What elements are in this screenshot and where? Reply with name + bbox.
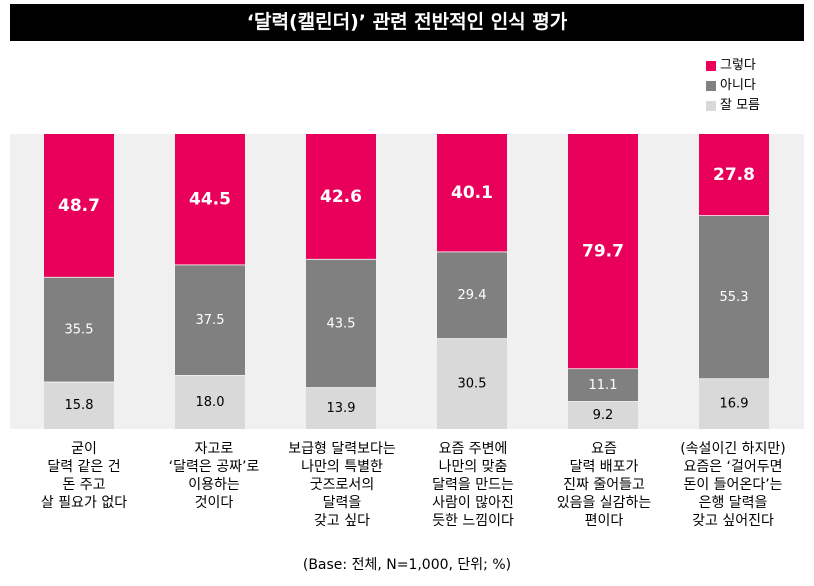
data-label-yes-2: 44.5	[189, 190, 231, 210]
category-label-1: 굳이 달력 같은 건 돈 주고 살 필요가 없다	[40, 441, 128, 511]
bar-segment-yes-4	[437, 134, 507, 253]
bar-segment-yes-1	[44, 134, 114, 278]
data-label-unknown-6: 16.9	[720, 397, 749, 412]
data-label-unknown-1: 15.8	[65, 398, 94, 413]
data-label-no-3: 43.5	[327, 316, 356, 331]
footnote: (Base: 전체, N=1,000, 단위; %)	[302, 557, 512, 573]
data-label-yes-5: 79.7	[582, 242, 624, 262]
category-label-5: 요즘 달력 배포가 진짜 줄어들고 있음을 실감하는 편이다	[556, 441, 652, 529]
bar-segment-no-5	[568, 369, 638, 402]
bar-segment-yes-3	[306, 134, 376, 260]
bar-segment-no-1	[44, 277, 114, 383]
data-label-unknown-5: 9.2	[593, 408, 614, 423]
data-label-yes-3: 42.6	[320, 187, 362, 207]
bar-segment-yes-2	[175, 134, 245, 266]
plot-background	[10, 134, 804, 429]
legend-swatch-unknown	[706, 101, 716, 111]
bar-segment-no-4	[437, 252, 507, 340]
bar-segment-unknown-1	[44, 382, 114, 429]
bar-segment-yes-5	[568, 134, 638, 370]
bar-segment-unknown-6	[699, 379, 769, 429]
data-label-yes-1: 48.7	[58, 196, 100, 216]
data-label-no-5: 11.1	[589, 378, 618, 393]
legend-swatch-yes	[706, 61, 716, 71]
category-label-4: 요즘 주변에 나만의 맞춤 달력을 만드는 사람이 많아진 듯한 느낌이다	[432, 441, 514, 529]
bar-segment-yes-6	[699, 134, 769, 217]
category-label-3: 보급형 달력보다는 나만의 특별한 굿즈로서의 달력을 갖고 싶다	[288, 441, 396, 529]
title-bar: ‘달력(캘린더)’ 관련 전반적인 인식 평가	[10, 4, 804, 41]
bar-segment-no-3	[306, 259, 376, 388]
data-label-yes-6: 27.8	[713, 165, 755, 185]
legend-swatch-no	[706, 81, 716, 91]
data-label-unknown-2: 18.0	[196, 395, 225, 410]
data-label-unknown-4: 30.5	[458, 377, 487, 392]
category-label-6: (속설이긴 하지만) 요즘은 ‘걸어두면 돈이 들어온다’는 은행 달력을 갖고…	[680, 441, 786, 529]
bar-segment-unknown-4	[437, 339, 507, 429]
bar-segment-unknown-3	[306, 387, 376, 429]
data-label-yes-4: 40.1	[451, 183, 493, 203]
legend-label-no: 아니다	[720, 78, 756, 93]
data-label-unknown-3: 13.9	[327, 401, 356, 416]
chart-title: ‘달력(캘린더)’ 관련 전반적인 인식 평가	[246, 11, 568, 33]
category-label-2: 자고로 ‘달력은 공짜’로 이용하는 것이다	[168, 441, 260, 511]
data-label-no-6: 55.3	[720, 290, 749, 305]
bar-segment-unknown-2	[175, 375, 245, 429]
data-label-no-1: 35.5	[65, 323, 94, 338]
bar-segment-no-2	[175, 265, 245, 376]
bar-segment-no-6	[699, 216, 769, 380]
legend-label-unknown: 잘 모름	[720, 98, 761, 113]
legend-label-yes: 그렇다	[720, 58, 756, 73]
data-label-no-2: 37.5	[196, 313, 225, 328]
data-label-no-4: 29.4	[458, 288, 487, 303]
bar-segment-unknown-5	[568, 401, 638, 429]
